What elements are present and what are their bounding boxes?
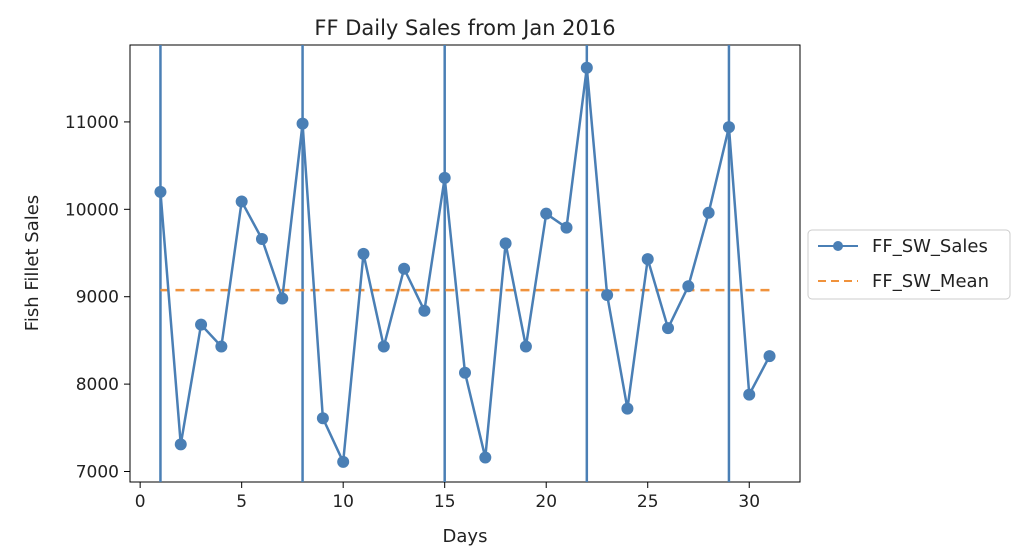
x-tick-label: 15 [434, 492, 456, 512]
y-tick-label: 11000 [65, 113, 119, 133]
sales-point [215, 340, 228, 353]
sales-point [641, 253, 654, 266]
plot-frame [129, 44, 801, 483]
sales-point [682, 280, 695, 293]
legend-item-mean: FF_SW_Mean [818, 271, 989, 292]
sales-point [621, 402, 634, 415]
sales-point [499, 237, 512, 250]
legend-item-sales: FF_SW_Sales [818, 236, 988, 257]
sales-point [337, 455, 350, 468]
legend: FF_SW_Sales FF_SW_Mean [807, 229, 1011, 300]
y-tick-label: 10000 [65, 200, 119, 220]
x-tick-label: 20 [535, 492, 557, 512]
x-tick-label: 10 [332, 492, 354, 512]
sales-point [154, 185, 167, 198]
legend-mean-label: FF_SW_Mean [872, 271, 989, 292]
sales-point [316, 412, 329, 425]
y-axis-label: Fish Fillet Sales [22, 195, 43, 331]
sales-point [296, 117, 309, 130]
sales-point [540, 207, 553, 220]
y-tick-label: 9000 [76, 288, 119, 308]
y-tick-label: 8000 [76, 375, 119, 395]
sales-point [580, 61, 593, 74]
sales-point [763, 350, 776, 363]
x-axis-ticks: 0 5 10 15 20 25 30 [135, 482, 760, 512]
sales-point [195, 318, 208, 331]
y-axis-ticks: 7000 8000 9000 10000 11000 [65, 113, 130, 483]
sales-point [357, 247, 370, 260]
plot-area [129, 44, 801, 483]
sales-point [438, 171, 451, 184]
x-tick-label: 5 [236, 492, 247, 512]
sales-point [174, 438, 187, 451]
y-tick-label: 7000 [76, 463, 119, 483]
sales-point [560, 221, 573, 234]
sales-point [702, 206, 715, 219]
sales-point [459, 366, 471, 379]
sales-point [662, 322, 675, 335]
sales-point [255, 233, 268, 246]
x-tick-label: 30 [738, 492, 760, 512]
sales-point [235, 195, 248, 208]
sales-point [276, 292, 289, 305]
legend-frame [807, 229, 1011, 300]
sales-point [519, 340, 532, 353]
x-tick-label: 0 [135, 492, 146, 512]
x-axis-label: Days [443, 526, 488, 547]
legend-sales-marker [833, 241, 843, 251]
sales-point [377, 340, 390, 353]
sales-point [398, 262, 411, 275]
sales-point [479, 451, 492, 464]
sales-point [601, 288, 614, 301]
x-tick-label: 25 [637, 492, 659, 512]
chart-title: FF Daily Sales from Jan 2016 [314, 16, 615, 40]
sales-markers [154, 61, 776, 468]
sales-point [722, 121, 735, 134]
sales-point [418, 304, 431, 317]
sales-point [743, 388, 756, 401]
legend-sales-label: FF_SW_Sales [872, 236, 988, 257]
